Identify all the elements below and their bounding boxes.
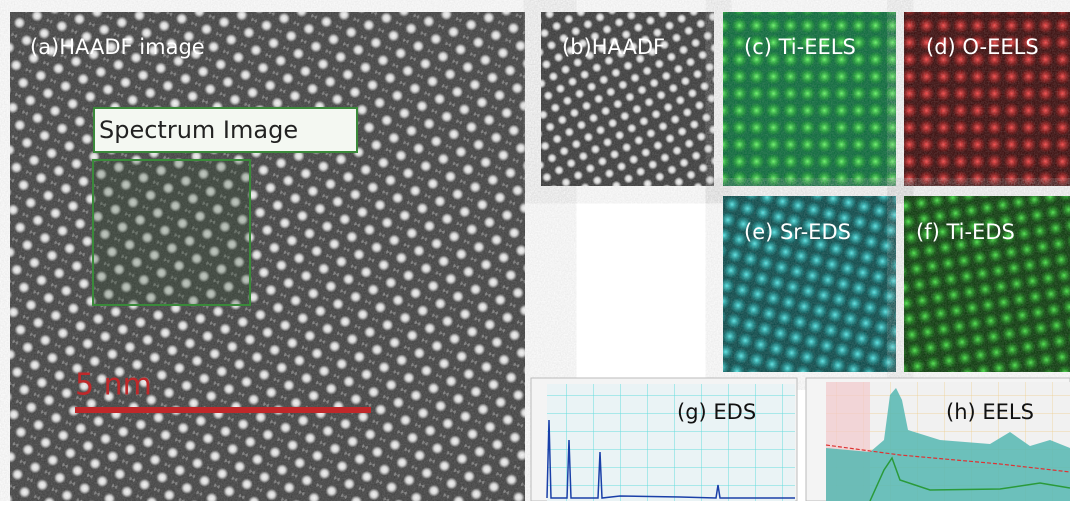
panel-h: (h) EELS <box>806 378 1070 501</box>
panel-c: (c) Ti-EELS <box>723 12 896 186</box>
panel-d: (d) O-EELS <box>904 12 1070 186</box>
panel-label: (e) Sr-EDS <box>744 220 851 244</box>
panel-label: (d) O-EELS <box>926 35 1039 59</box>
panel-label: (h) EELS <box>946 400 1034 424</box>
panel-label: (a)HAADF image <box>30 35 205 59</box>
spectrum-box-label: Spectrum Image <box>99 116 298 144</box>
panel-f: (f) Ti-EDS <box>904 196 1070 372</box>
scale-bar <box>75 407 371 413</box>
panel-label: (b)HAADF <box>562 35 665 59</box>
panel-g: (g) EDS <box>531 378 797 501</box>
panel-e: (e) Sr-EDS <box>723 196 896 372</box>
panel-label: (c) Ti-EELS <box>744 35 856 59</box>
scale-bar-label: 5 nm <box>75 368 152 403</box>
panel-label: (g) EDS <box>677 400 756 424</box>
panel-b: (b)HAADF <box>541 12 714 186</box>
figure: (a)HAADF image Spectrum Image 5 nm (b)HA… <box>0 0 1070 501</box>
panel-label: (f) Ti-EDS <box>916 220 1015 244</box>
panel-a: (a)HAADF image Spectrum Image 5 nm <box>10 12 525 501</box>
